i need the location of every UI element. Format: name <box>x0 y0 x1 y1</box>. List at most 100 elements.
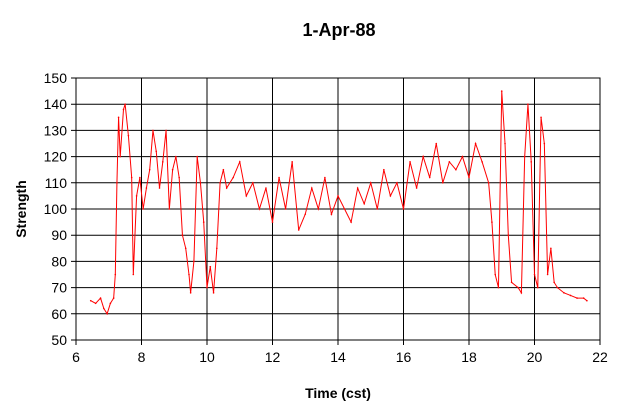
data-point <box>112 297 115 299</box>
data-point <box>271 221 274 223</box>
y-tick-label: 80 <box>51 253 67 269</box>
data-point <box>124 103 126 105</box>
data-point <box>520 292 523 294</box>
series-line <box>90 91 588 315</box>
data-point <box>206 286 208 289</box>
data-point <box>232 176 234 179</box>
data-point <box>576 297 578 299</box>
data-point <box>142 208 144 210</box>
data-point <box>563 292 565 294</box>
plot-frame <box>75 77 601 341</box>
data-point <box>165 129 167 132</box>
data-point <box>139 176 141 179</box>
data-point <box>148 168 151 171</box>
data-point <box>245 195 248 197</box>
data-point <box>161 161 164 163</box>
x-tick-label: 18 <box>461 349 477 365</box>
data-point <box>193 260 195 263</box>
data-point <box>171 168 174 171</box>
data-point <box>278 176 280 179</box>
y-tick-label: 100 <box>44 201 68 217</box>
data-point <box>540 116 542 119</box>
x-tick-label: 16 <box>396 349 412 365</box>
data-point <box>428 176 431 179</box>
data-point <box>178 176 180 179</box>
data-point <box>461 155 464 158</box>
data-point <box>145 187 148 189</box>
data-point <box>222 168 225 171</box>
y-tick-label: 50 <box>51 332 67 348</box>
data-point <box>527 103 529 105</box>
data-point <box>363 202 366 205</box>
data-point <box>114 273 117 276</box>
y-tick-label: 140 <box>44 96 68 112</box>
data-point <box>553 281 555 284</box>
data-point <box>415 187 418 189</box>
data-point <box>356 187 359 189</box>
data-point <box>543 142 546 145</box>
data-point <box>586 299 588 302</box>
data-point <box>94 302 97 305</box>
data-point <box>175 155 177 158</box>
data-point <box>396 182 398 184</box>
x-tick-label: 14 <box>330 349 346 365</box>
data-point <box>350 221 352 223</box>
data-point <box>99 297 102 299</box>
data-point <box>402 208 405 210</box>
data-point <box>184 247 187 250</box>
data-point <box>324 176 326 179</box>
y-tick-label: 90 <box>51 227 67 243</box>
data-point <box>199 182 202 184</box>
data-point <box>106 313 108 315</box>
y-tick-label: 130 <box>44 122 68 138</box>
data-point <box>491 221 493 223</box>
data-point <box>343 208 346 210</box>
x-tick-label: 6 <box>72 349 80 365</box>
data-point <box>536 286 539 289</box>
data-point <box>569 294 572 297</box>
data-point <box>181 234 184 236</box>
data-point <box>122 108 125 111</box>
data-point <box>158 187 161 189</box>
data-point <box>422 155 424 158</box>
data-point <box>189 292 192 294</box>
data-point <box>209 265 212 268</box>
x-tick-label: 20 <box>527 349 543 365</box>
data-point <box>135 195 138 197</box>
tick-labels: 6 8 10 12 14 16 18 20 22 50 60 70 80 90 100 110 120 130 14… <box>44 70 608 365</box>
x-axis-title: Time (cst) <box>305 385 371 401</box>
data-point <box>89 299 92 302</box>
data-point <box>265 187 267 189</box>
data-point <box>252 182 254 184</box>
data-point <box>216 247 218 250</box>
data-point <box>523 155 526 158</box>
data-point <box>202 221 205 223</box>
data-point <box>330 213 333 216</box>
data-point <box>317 208 320 210</box>
data-point <box>504 142 506 145</box>
data-point <box>468 176 470 179</box>
y-tick-label: 150 <box>44 70 68 86</box>
data-point <box>409 161 411 163</box>
data-point <box>376 208 379 210</box>
data-point <box>155 150 158 153</box>
series-layer <box>89 90 588 315</box>
data-point <box>510 281 513 284</box>
x-tick-label: 12 <box>265 349 281 365</box>
data-point <box>304 213 307 216</box>
x-tick-label: 10 <box>199 349 215 365</box>
data-point <box>116 182 118 184</box>
data-point <box>152 129 154 132</box>
data-point <box>132 273 135 276</box>
data-point <box>225 187 228 189</box>
data-point <box>369 182 372 184</box>
data-point <box>168 208 171 210</box>
data-point <box>517 286 519 289</box>
data-point <box>311 187 313 189</box>
grid <box>71 77 601 345</box>
data-point <box>389 195 392 197</box>
data-point <box>297 229 300 231</box>
data-point <box>435 142 438 145</box>
